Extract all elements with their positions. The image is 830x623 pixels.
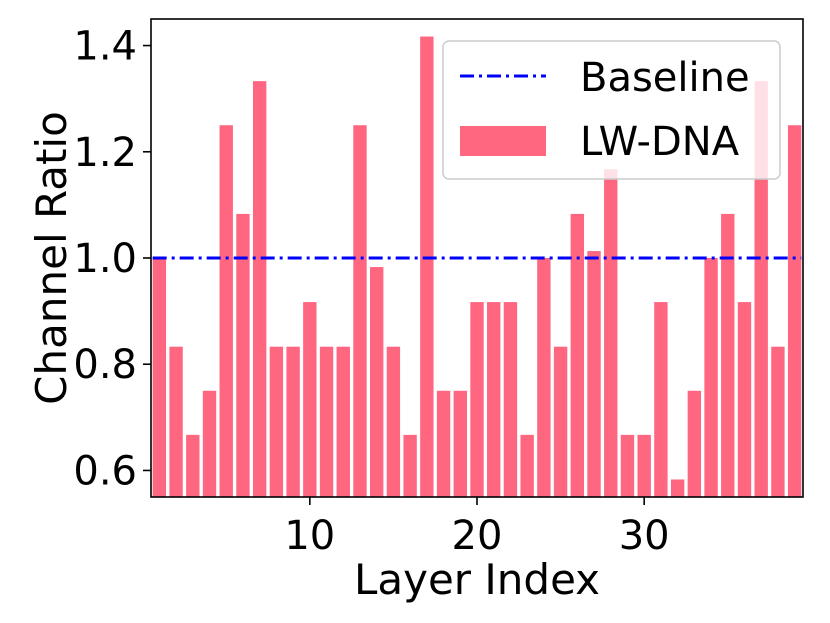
- bar: [303, 302, 317, 497]
- y-tick-label: 1.4: [73, 24, 137, 70]
- bar: [503, 302, 518, 497]
- legend-lwdna-swatch: [460, 126, 546, 156]
- bar: [436, 390, 451, 497]
- bar: [269, 346, 284, 497]
- bar: [286, 346, 300, 497]
- bar: [654, 302, 668, 497]
- bar: [202, 390, 217, 497]
- bar: [553, 346, 568, 497]
- y-axis-ticks: 0.6 0.8 1.0 1.2 1.4: [73, 24, 151, 494]
- bar: [520, 434, 534, 497]
- bar: [470, 302, 484, 497]
- bar: [771, 346, 785, 497]
- bar: [403, 434, 417, 497]
- bars-group: [152, 36, 802, 497]
- bar: [336, 346, 350, 497]
- legend: Baseline LW-DNA: [442, 40, 781, 180]
- bar: [670, 479, 685, 497]
- x-axis-label: Layer Index: [354, 555, 600, 604]
- bar: [721, 213, 735, 497]
- bar: [420, 36, 434, 497]
- legend-lwdna-label: LW-DNA: [580, 119, 740, 165]
- bar: [637, 434, 651, 497]
- bar: [754, 81, 768, 497]
- bar: [353, 125, 367, 497]
- bar: [787, 125, 802, 497]
- x-tick-label: 30: [619, 513, 670, 559]
- bar: [604, 169, 618, 497]
- bar: [453, 390, 467, 497]
- legend-baseline-label: Baseline: [580, 55, 750, 101]
- bar: [252, 81, 267, 497]
- y-axis-label: Channel Ratio: [27, 111, 76, 405]
- bar: [152, 258, 167, 497]
- y-tick-label: 1.0: [73, 236, 137, 282]
- bar: [587, 251, 601, 497]
- x-axis-ticks: 10 20 30: [284, 497, 670, 559]
- bar: [704, 258, 718, 497]
- bar: [487, 302, 501, 497]
- bar: [236, 213, 250, 497]
- bar: [186, 434, 200, 497]
- x-tick-label: 10: [284, 513, 335, 559]
- x-tick-label: 20: [452, 513, 503, 559]
- bar: [219, 125, 233, 497]
- bar: [169, 346, 183, 497]
- bar: [570, 213, 584, 497]
- y-tick-label: 1.2: [73, 130, 137, 176]
- bar: [370, 267, 384, 497]
- bar: [620, 434, 635, 497]
- bar: [319, 346, 334, 497]
- y-tick-label: 0.8: [73, 342, 137, 388]
- bar: [737, 302, 752, 497]
- bar: [386, 346, 401, 497]
- y-tick-label: 0.6: [73, 448, 137, 494]
- bar: [537, 258, 551, 497]
- bar: [687, 390, 702, 497]
